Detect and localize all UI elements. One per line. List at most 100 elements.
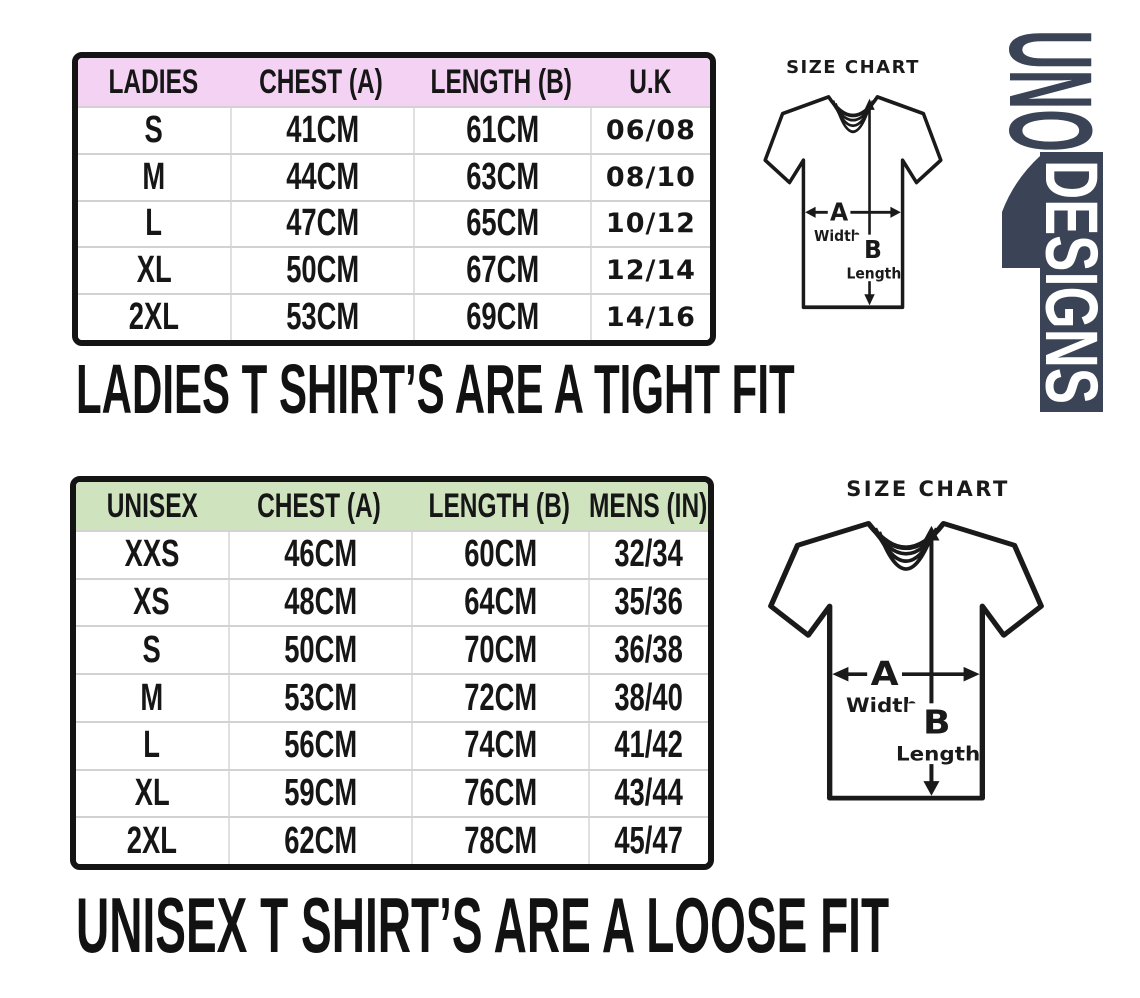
mens-cell: 32/34 (587, 532, 708, 578)
chest-cell: 41CM (229, 108, 413, 153)
chest-cell: 44CM (229, 154, 413, 200)
label-background (853, 234, 889, 282)
length-cell: 65CM (412, 201, 590, 247)
length-cell: 78CM (410, 818, 588, 864)
table-row: M 44CM 63CM 08/10 (78, 152, 710, 200)
logo-numeral-one-stem (1040, 152, 1103, 412)
arrow-head-bottom (923, 781, 940, 796)
arrow-head-top (864, 98, 875, 110)
ladies-table-header: LADIES CHEST (A) LENGTH (B) U.K (78, 58, 710, 106)
chest-cell: 47CM (229, 201, 413, 247)
tshirt-diagram-unisex: A Width B Length (768, 521, 1044, 801)
chest-cell: 48CM (227, 579, 411, 626)
arrow-head-left (805, 206, 816, 218)
size-cell: M (142, 155, 166, 198)
label-background (827, 195, 851, 226)
width-letter: A (830, 197, 848, 227)
chest-cell: 56CM (227, 722, 411, 769)
chest-cell: 50CM (229, 248, 413, 294)
uk-cell: 06/08 (589, 108, 710, 153)
header-label: UNISEX (106, 486, 198, 525)
header-label: LENGTH (B) (428, 486, 571, 525)
logo-uno-text: UNO (1000, 30, 1108, 152)
label-background (907, 703, 961, 765)
ladies-size-table: LADIES CHEST (A) LENGTH (B) U.K S 41CM 6… (72, 52, 716, 346)
table-row: L 56CM 74CM 41/42 (76, 720, 708, 769)
table-row: S 50CM 70CM 36/38 (76, 625, 708, 674)
size-cell: L (143, 724, 161, 767)
table-row: 2XL 62CM 78CM 45/47 (76, 816, 708, 864)
chest-cell: 62CM (227, 818, 411, 864)
length-cell: 69CM (412, 295, 590, 340)
arrow-head-right (963, 666, 980, 682)
tshirt-outline (763, 95, 943, 310)
size-cell: S (144, 108, 163, 151)
size-chart-title-ladies: SIZE CHART (786, 57, 920, 78)
length-cell: 70CM (410, 627, 588, 674)
size-cell: XXS (124, 533, 180, 576)
table-row: L 47CM 65CM 10/12 (78, 199, 710, 247)
table-row: 2XL 53CM 69CM 14/16 (78, 293, 710, 340)
length-cell: 60CM (410, 532, 588, 578)
arrow-head-bottom (864, 294, 875, 306)
header-cell-mens: MENS (IN) (588, 487, 708, 526)
chest-cell: 59CM (227, 770, 411, 817)
mens-cell: 43/44 (587, 770, 708, 817)
mens-cell: 36/38 (587, 627, 708, 674)
size-cell: S (142, 628, 161, 671)
table-row: XL 50CM 67CM 12/14 (78, 246, 710, 294)
chest-cell: 50CM (227, 627, 411, 674)
table-row: XL 59CM 76CM 43/44 (76, 768, 708, 817)
size-cell: XL (136, 249, 172, 292)
length-cell: 67CM (412, 248, 590, 294)
width-label: Width (846, 694, 918, 717)
size-cell: XL (134, 771, 170, 814)
unisex-fit-caption: UNISEX T SHIRT’S ARE A LOOSE FIT (76, 881, 890, 969)
logo-designs-text: DESIGNS (1030, 160, 1108, 404)
width-label: Width (814, 229, 861, 246)
uk-cell: 12/14 (589, 248, 710, 294)
header-cell-unisex: UNISEX (76, 487, 228, 526)
header-label: CHEST (A) (257, 486, 382, 525)
length-cell: 76CM (410, 770, 588, 817)
header-label: MENS (IN) (588, 486, 708, 525)
header-cell-chest: CHEST (A) (230, 63, 413, 102)
header-cell-length: LENGTH (B) (411, 487, 588, 526)
length-cell: 63CM (412, 154, 590, 200)
logo-numeral-one-flag (1002, 156, 1040, 268)
header-cell-uk: U.K (590, 63, 710, 102)
header-label: CHEST (A) (259, 62, 384, 101)
label-background (867, 652, 902, 692)
length-label: Length (896, 742, 980, 765)
uk-cell: 10/12 (589, 201, 710, 247)
header-cell-chest: CHEST (A) (228, 487, 411, 526)
collar-ribbing (877, 531, 935, 571)
tshirt-outline (768, 521, 1044, 801)
uk-cell: 14/16 (589, 295, 710, 340)
arrow-head-left (832, 666, 849, 682)
size-cell: L (145, 202, 163, 245)
length-letter: B (864, 234, 882, 264)
header-label: LENGTH (B) (430, 62, 573, 101)
table-row: S 41CM 61CM 06/08 (78, 106, 710, 153)
header-cell-length: LENGTH (B) (413, 63, 590, 102)
chest-cell: 53CM (229, 295, 413, 340)
arrow-head-top (923, 525, 940, 541)
arrow-head-right (890, 206, 901, 218)
uk-cell: 08/10 (589, 154, 710, 200)
unodesigns-logo: UNO DESIGNS (1000, 30, 1108, 412)
mens-cell: 38/40 (587, 675, 708, 721)
table-row: XS 48CM 64CM 35/36 (76, 577, 708, 626)
header-label: U.K (628, 62, 672, 101)
length-letter: B (923, 704, 951, 742)
length-cell: 64CM (410, 579, 588, 626)
length-cell: 72CM (410, 675, 588, 721)
unisex-size-table: UNISEX CHEST (A) LENGTH (B) MENS (IN) XX… (70, 476, 714, 870)
size-cell: M (140, 676, 164, 719)
size-cell: 2XL (126, 819, 177, 862)
mens-cell: 41/42 (587, 722, 708, 769)
chest-cell: 46CM (227, 532, 411, 578)
collar-ribbing (834, 102, 872, 134)
length-cell: 61CM (412, 108, 590, 153)
